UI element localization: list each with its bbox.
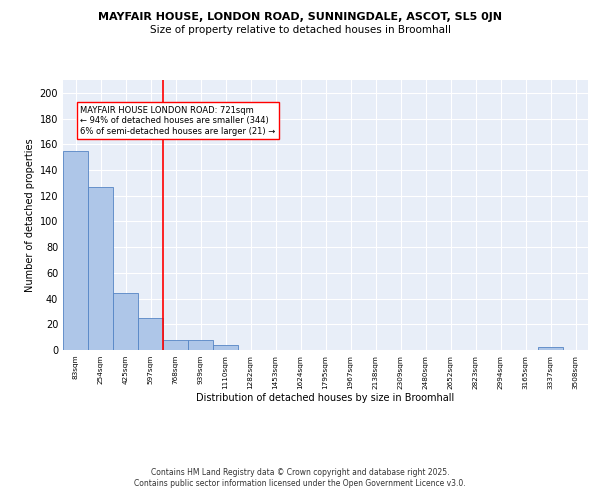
X-axis label: Distribution of detached houses by size in Broomhall: Distribution of detached houses by size …	[196, 393, 455, 403]
Text: MAYFAIR HOUSE, LONDON ROAD, SUNNINGDALE, ASCOT, SL5 0JN: MAYFAIR HOUSE, LONDON ROAD, SUNNINGDALE,…	[98, 12, 502, 22]
Bar	[113, 294, 138, 350]
Bar	[138, 318, 163, 350]
Text: MAYFAIR HOUSE LONDON ROAD: 721sqm
← 94% of detached houses are smaller (344)
6% : MAYFAIR HOUSE LONDON ROAD: 721sqm ← 94% …	[80, 106, 275, 136]
Text: Size of property relative to detached houses in Broomhall: Size of property relative to detached ho…	[149, 25, 451, 35]
Bar	[63, 150, 88, 350]
Text: Contains HM Land Registry data © Crown copyright and database right 2025.
Contai: Contains HM Land Registry data © Crown c…	[134, 468, 466, 487]
Bar	[88, 186, 113, 350]
Bar	[188, 340, 213, 350]
Y-axis label: Number of detached properties: Number of detached properties	[25, 138, 35, 292]
Bar	[163, 340, 188, 350]
Bar	[213, 345, 238, 350]
Bar	[538, 348, 563, 350]
